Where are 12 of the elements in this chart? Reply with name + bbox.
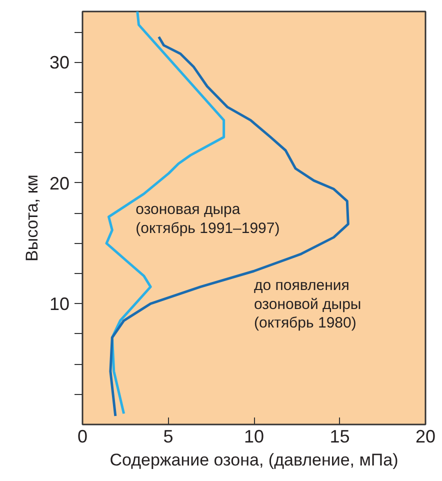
y-tick-label: 10 xyxy=(49,294,70,314)
annotation: до появления озоновой дыры (октябрь 1980) xyxy=(254,277,362,332)
x-tick-label: 5 xyxy=(163,426,174,446)
y-tick-label: 20 xyxy=(49,173,70,194)
x-tick-label: 15 xyxy=(330,426,350,446)
y-tick-label: 30 xyxy=(49,52,70,73)
x-tick-label: 10 xyxy=(244,426,264,446)
x-tick-label: 20 xyxy=(415,426,436,446)
y-axis-title: Высота, км xyxy=(22,174,42,262)
annotation: озоновая дыра (октябрь 1991–1997) xyxy=(136,201,280,237)
x-axis-title: Содержание озона, (давление, мПа) xyxy=(110,450,398,470)
x-tick-label: 0 xyxy=(77,426,88,446)
